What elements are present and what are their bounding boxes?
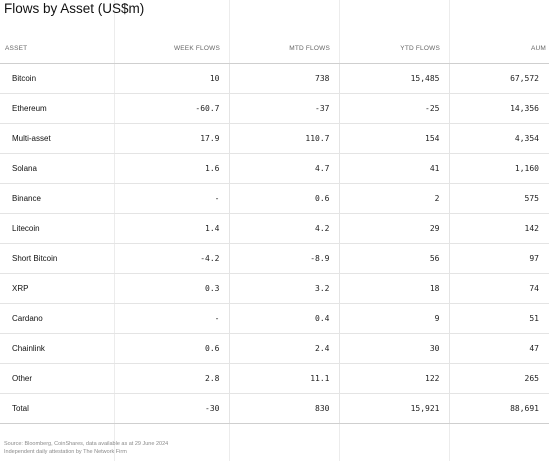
asset-name: Solana xyxy=(0,153,114,184)
cell-mtd: -37 xyxy=(229,93,340,124)
cell-aum: 265 xyxy=(449,363,549,394)
asset-name: Litecoin xyxy=(0,213,114,244)
cell-mtd: 0.6 xyxy=(229,183,340,214)
table-row: Bitcoin 10 738 15,485 67,572 xyxy=(0,63,549,94)
asset-name: Binance xyxy=(0,183,114,214)
footnote: Source: Bloomberg, CoinShares, data avai… xyxy=(4,440,168,456)
cell-aum: 97 xyxy=(449,243,549,274)
cell-aum: 1,160 xyxy=(449,153,549,184)
table-row: Other 2.8 11.1 122 265 xyxy=(0,363,549,394)
table-body: Bitcoin 10 738 15,485 67,572 Ethereum -60.7 -37… xyxy=(0,63,549,424)
cell-aum: 575 xyxy=(449,183,549,214)
cell-aum: 74 xyxy=(449,273,549,304)
cell-aum: 47 xyxy=(449,333,549,364)
cell-ytd: 41 xyxy=(339,153,450,184)
cell-ytd: 29 xyxy=(339,213,450,244)
cell-aum: 142 xyxy=(449,213,549,244)
cell-ytd: 122 xyxy=(339,363,450,394)
cell-aum: 67,572 xyxy=(449,63,549,94)
table-row: Ethereum -60.7 -37 -25 14,356 xyxy=(0,93,549,124)
cell-mtd: 738 xyxy=(229,63,340,94)
column-header-aum: AUM xyxy=(449,33,549,64)
table-row: XRP 0.3 3.2 18 74 xyxy=(0,273,549,304)
cell-aum: 51 xyxy=(449,303,549,334)
cell-ytd: 154 xyxy=(339,123,450,154)
cell-ytd: 56 xyxy=(339,243,450,274)
attestation-note: Independent daily attestation by The Net… xyxy=(4,449,127,455)
cell-ytd: 18 xyxy=(339,273,450,304)
cell-week: - xyxy=(114,303,230,334)
column-header-asset: ASSET xyxy=(0,33,114,64)
cell-week: 17.9 xyxy=(114,123,230,154)
asset-name: Bitcoin xyxy=(0,63,114,94)
cell-week: -30 xyxy=(114,393,230,424)
column-header-ytd-flows: YTD FLOWS xyxy=(339,33,449,64)
cell-week: 10 xyxy=(114,63,230,94)
cell-mtd: 3.2 xyxy=(229,273,340,304)
cell-week: 2.8 xyxy=(114,363,230,394)
table-row: Chainlink 0.6 2.4 30 47 xyxy=(0,333,549,364)
cell-mtd: 2.4 xyxy=(229,333,340,364)
column-header-week-flows: WEEK FLOWS xyxy=(114,33,229,64)
cell-week: 1.6 xyxy=(114,153,230,184)
cell-week: 0.6 xyxy=(114,333,230,364)
cell-mtd: 4.7 xyxy=(229,153,340,184)
flows-table: ASSET WEEK FLOWS MTD FLOWS YTD FLOWS AUM… xyxy=(0,33,549,424)
table-row: Solana 1.6 4.7 41 1,160 xyxy=(0,153,549,184)
table-row: Multi-asset 17.9 110.7 154 4,354 xyxy=(0,123,549,154)
cell-aum: 14,356 xyxy=(449,93,549,124)
cell-ytd: 30 xyxy=(339,333,450,364)
cell-ytd: 15,921 xyxy=(339,393,450,424)
cell-week: -4.2 xyxy=(114,243,230,274)
table-row: Short Bitcoin -4.2 -8.9 56 97 xyxy=(0,243,549,274)
cell-ytd: 9 xyxy=(339,303,450,334)
table-row: Litecoin 1.4 4.2 29 142 xyxy=(0,213,549,244)
source-note: Source: Bloomberg, CoinShares, data avai… xyxy=(4,441,169,447)
cell-ytd: 2 xyxy=(339,183,450,214)
cell-ytd: -25 xyxy=(339,93,450,124)
cell-mtd: 0.4 xyxy=(229,303,340,334)
cell-week: 1.4 xyxy=(114,213,230,244)
cell-aum: 88,691 xyxy=(449,393,549,424)
asset-name: Total xyxy=(0,393,114,424)
asset-name: Multi-asset xyxy=(0,123,114,154)
cell-aum: 4,354 xyxy=(449,123,549,154)
table-header-row: ASSET WEEK FLOWS MTD FLOWS YTD FLOWS AUM xyxy=(0,33,549,64)
cell-mtd: 4.2 xyxy=(229,213,340,244)
asset-name: Chainlink xyxy=(0,333,114,364)
cell-week: 0.3 xyxy=(114,273,230,304)
asset-name: XRP xyxy=(0,273,114,304)
cell-mtd: -8.9 xyxy=(229,243,340,274)
table-row: Cardano -0.4 9 51 xyxy=(0,303,549,334)
cell-mtd: 11.1 xyxy=(229,363,340,394)
cell-week: -60.7 xyxy=(114,93,230,124)
asset-name: Cardano xyxy=(0,303,114,334)
table-row-total: Total -30 830 15,921 88,691 xyxy=(0,393,549,424)
asset-name: Short Bitcoin xyxy=(0,243,114,274)
cell-ytd: 15,485 xyxy=(339,63,450,94)
page-title: Flows by Asset (US$m) xyxy=(4,1,145,16)
asset-name: Other xyxy=(0,363,114,394)
table-row: Binance -0.6 2 575 xyxy=(0,183,549,214)
asset-name: Ethereum xyxy=(0,93,114,124)
column-header-mtd-flows: MTD FLOWS xyxy=(229,33,339,64)
cell-mtd: 110.7 xyxy=(229,123,340,154)
cell-mtd: 830 xyxy=(229,393,340,424)
cell-week: - xyxy=(114,183,230,214)
